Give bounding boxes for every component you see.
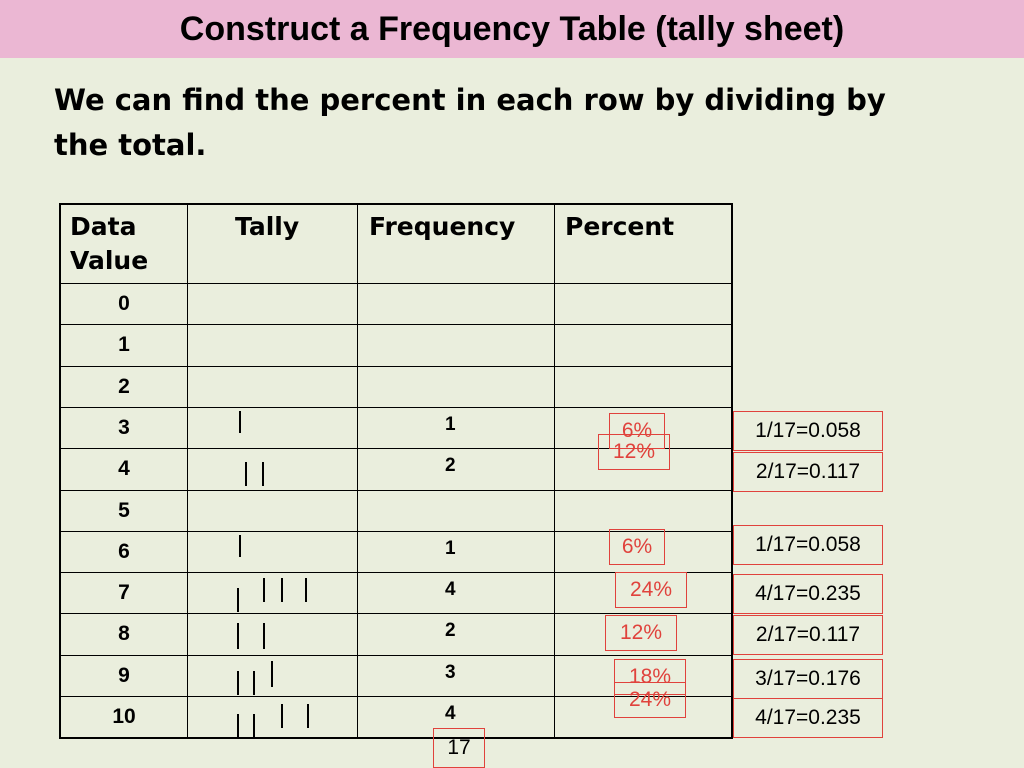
header-tally: Tally xyxy=(235,212,300,241)
percent-annotation: 12% xyxy=(598,434,670,471)
column-divider xyxy=(357,205,358,738)
frequency-cell: 2 xyxy=(445,620,456,642)
column-divider xyxy=(187,205,188,738)
percent-annotation: 6% xyxy=(609,412,665,449)
tally-stroke xyxy=(237,714,239,738)
row-divider xyxy=(61,283,731,284)
tally-stroke xyxy=(237,588,239,613)
tally-stroke xyxy=(253,670,255,695)
tally-stroke xyxy=(263,623,265,650)
data-value-cell: 4 xyxy=(118,457,130,481)
frequency-cell: 4 xyxy=(445,703,456,724)
data-value-cell: 0 xyxy=(118,292,130,315)
row-divider xyxy=(61,448,731,450)
percent-annotation: 6% xyxy=(609,528,665,565)
percent-calculation: 1/17=0.058 xyxy=(733,410,883,451)
tally-stroke xyxy=(237,623,239,650)
row-divider xyxy=(61,696,731,697)
total-annotation: 17 xyxy=(433,728,485,768)
lead-text: We can find the percent in each row by d… xyxy=(54,78,914,168)
data-value-cell: 3 xyxy=(118,415,130,439)
percent-annotation: 18% xyxy=(614,658,686,695)
frequency-table: Data Value Tally Frequency Percent 0 1 2 3 1… xyxy=(59,203,733,740)
tally-stroke xyxy=(239,410,241,433)
lead-line-1: We can find the percent in each row by d… xyxy=(54,83,886,117)
data-value-cell: 8 xyxy=(118,622,130,646)
data-value-cell: 5 xyxy=(118,498,130,522)
percent-calculation: 4/17=0.235 xyxy=(733,574,883,615)
lead-line-2: the total. xyxy=(54,128,207,162)
tally-stroke xyxy=(237,670,239,695)
tally-stroke xyxy=(271,660,273,687)
tally-stroke xyxy=(281,704,283,728)
frequency-cell: 2 xyxy=(445,455,456,477)
tally-stroke xyxy=(307,704,309,728)
row-divider xyxy=(61,572,731,574)
percent-annotation: 24% xyxy=(615,572,687,609)
row-divider xyxy=(61,530,731,532)
data-value-cell: 2 xyxy=(118,374,130,398)
tally-stroke xyxy=(239,534,241,557)
tally-stroke xyxy=(281,578,283,603)
frequency-cell: 3 xyxy=(445,661,456,683)
column-divider xyxy=(554,205,555,738)
slide-title: Construct a Frequency Table (tally sheet… xyxy=(179,9,845,48)
frequency-cell: 1 xyxy=(445,537,456,559)
title-bar: Construct a Frequency Table (tally sheet… xyxy=(0,0,1024,58)
tally-stroke xyxy=(245,462,247,487)
data-value-cell: 7 xyxy=(118,581,130,605)
data-value-cell: 6 xyxy=(118,539,130,563)
data-value-cell: 9 xyxy=(118,663,130,687)
tally-stroke xyxy=(263,578,265,603)
data-value-cell: 10 xyxy=(112,705,136,728)
row-divider xyxy=(61,654,731,656)
row-divider xyxy=(61,365,731,367)
percent-annotation: 24% xyxy=(614,682,686,718)
row-divider xyxy=(61,489,731,491)
percent-annotation: 12% xyxy=(605,615,677,652)
frequency-cell: 4 xyxy=(445,579,456,601)
tally-stroke xyxy=(253,714,255,738)
percent-calculation: 1/17=0.058 xyxy=(733,524,883,565)
percent-calculation: 2/17=0.117 xyxy=(733,615,883,656)
percent-calculation: 2/17=0.117 xyxy=(733,452,883,493)
header-frequency: Frequency xyxy=(369,212,516,241)
row-divider xyxy=(61,613,731,615)
tally-stroke xyxy=(262,462,264,487)
frequency-cell: 1 xyxy=(445,413,456,435)
row-divider xyxy=(61,324,731,326)
header-data-value-line-1: Data xyxy=(70,212,137,241)
header-percent: Percent xyxy=(565,212,675,241)
tally-stroke xyxy=(305,578,307,603)
percent-calculation: 4/17=0.235 xyxy=(733,698,883,738)
header-data-value: Data Value xyxy=(70,210,148,278)
row-divider xyxy=(61,406,731,408)
percent-calculation: 3/17=0.176 xyxy=(733,658,883,699)
header-data-value-line-2: Value xyxy=(70,246,149,275)
data-value-cell: 1 xyxy=(118,333,130,357)
